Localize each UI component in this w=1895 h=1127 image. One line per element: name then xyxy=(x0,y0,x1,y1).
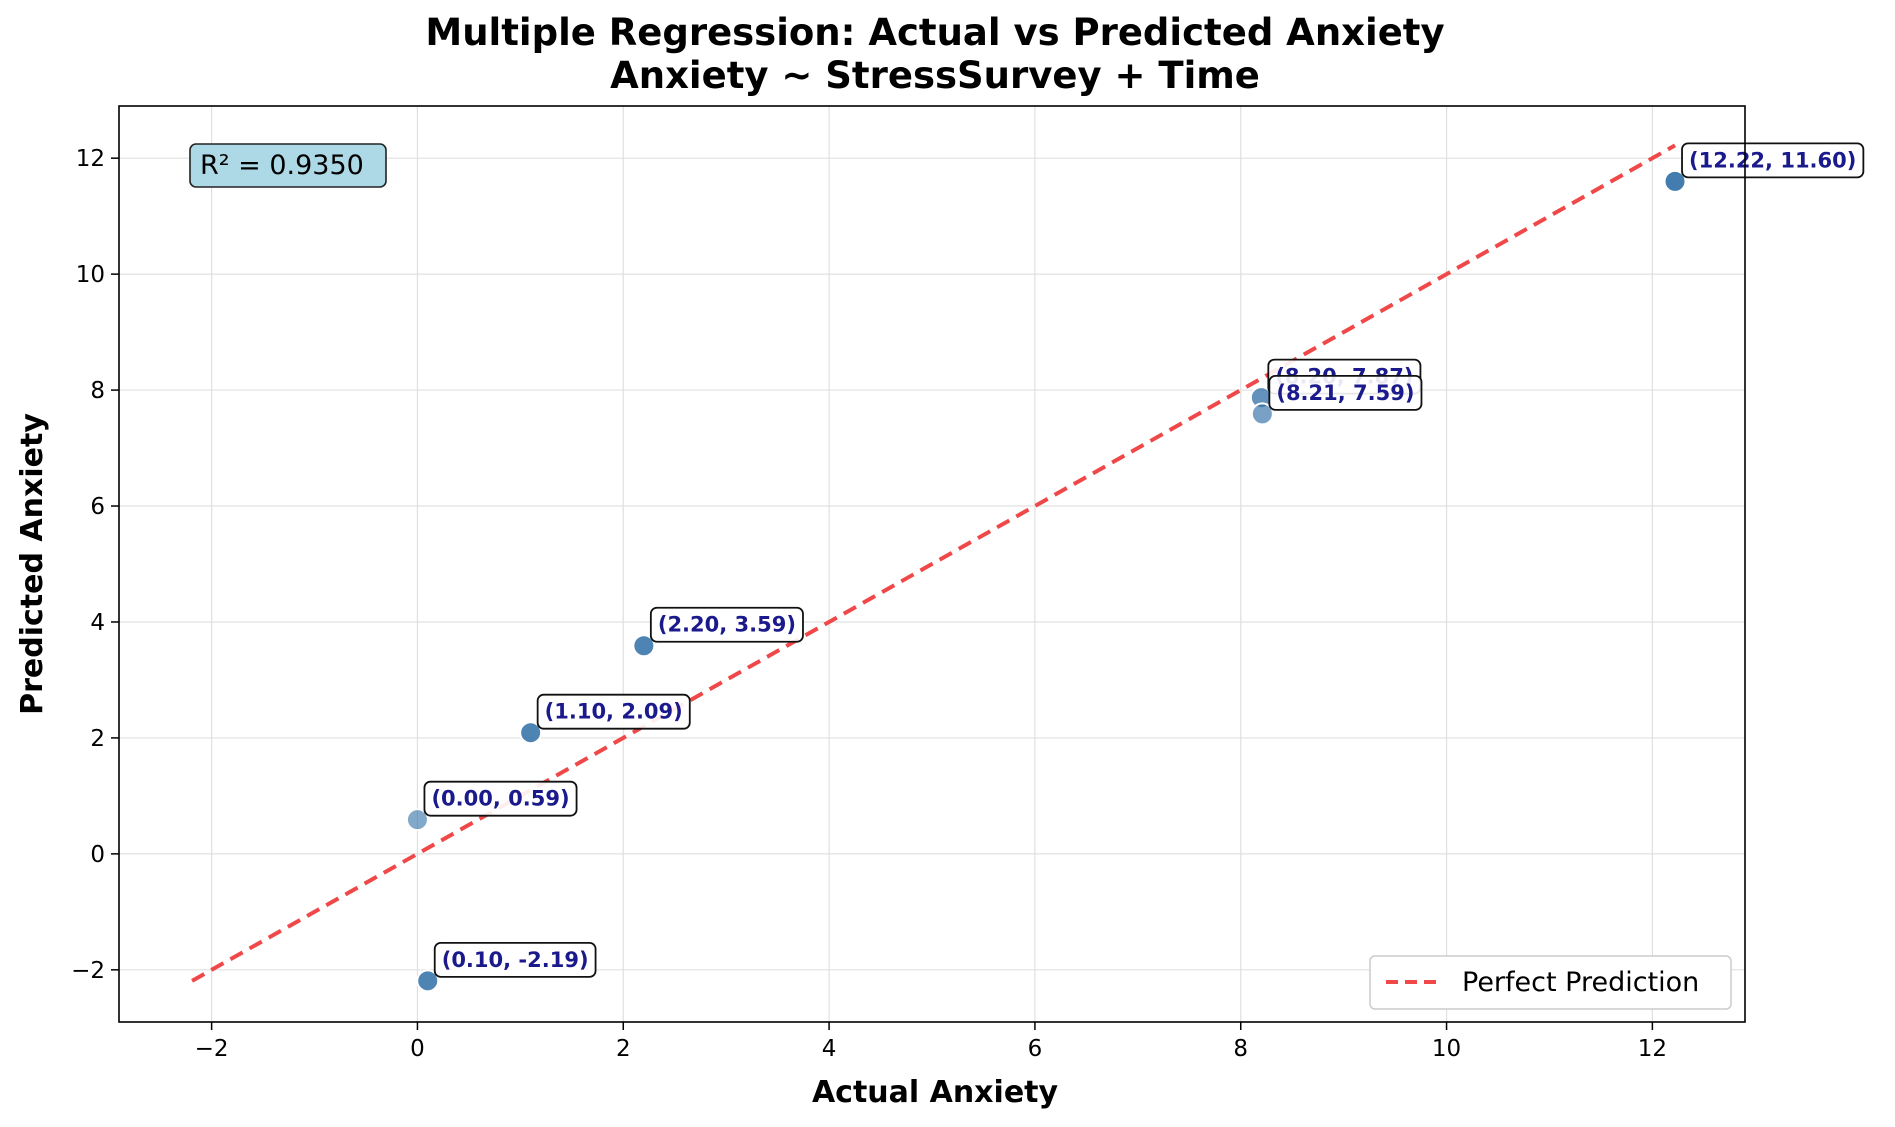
point-label-box xyxy=(649,606,804,643)
point-label-box xyxy=(423,780,578,817)
legend-label-perfect-prediction: Perfect Prediction xyxy=(1462,967,1699,998)
scatter-point xyxy=(405,808,429,832)
scatter-point xyxy=(632,634,656,658)
x-tick-label: 12 xyxy=(1638,1036,1667,1062)
y-axis-ticks: −2 0 2 4 6 8 10 12 xyxy=(71,146,119,984)
x-axis-label: Actual Anxiety xyxy=(812,1075,1059,1110)
y-axis-label: Predicted Anxiety xyxy=(15,413,50,715)
scatter-point xyxy=(1663,169,1687,193)
point-annotation: (0.00, 0.59) xyxy=(423,780,578,817)
point-label-box xyxy=(1268,374,1423,411)
r-squared-box: R² = 0.9350 xyxy=(189,143,387,188)
reference-line-group xyxy=(191,143,1677,983)
y-tick-label: 8 xyxy=(90,378,105,404)
point-annotation: (8.21, 7.59) xyxy=(1268,374,1423,411)
r-squared-text: R² = 0.9350 xyxy=(200,150,364,181)
point-annotation: (1.10, 2.09) xyxy=(536,693,691,730)
y-tick-label: 2 xyxy=(90,726,105,752)
r-squared-box-background xyxy=(189,143,387,188)
scatter-point xyxy=(416,969,440,993)
x-tick-label: 6 xyxy=(1028,1036,1043,1062)
legend[interactable]: Perfect Prediction xyxy=(1369,955,1732,1010)
x-axis-ticks: −2 0 2 4 6 8 10 12 xyxy=(195,1022,1667,1062)
point-labels: (0.00, 0.59) (0.10, -2.19) (1.10, 2.09) (2.… xyxy=(423,142,1865,978)
point-label: (2.20, 3.59) xyxy=(658,613,796,637)
plot-frame xyxy=(118,105,1746,1023)
point-label: (12.22, 11.60) xyxy=(1689,148,1856,172)
y-tick-label: 10 xyxy=(76,262,105,288)
point-label: (0.10, -2.19) xyxy=(442,948,589,972)
data-points xyxy=(405,169,1687,993)
scatter-point xyxy=(1250,402,1274,426)
point-label: (0.00, 0.59) xyxy=(431,787,569,811)
x-tick-label: 8 xyxy=(1233,1036,1248,1062)
x-tick-label: 2 xyxy=(616,1036,631,1062)
point-annotation: (12.22, 11.60) xyxy=(1681,142,1865,179)
grid-lines xyxy=(119,106,1745,1022)
point-label-box xyxy=(433,941,597,978)
scatter-point xyxy=(519,721,543,745)
point-label-box xyxy=(536,693,691,730)
y-tick-label: 4 xyxy=(90,610,105,636)
point-annotation: (2.20, 3.59) xyxy=(649,606,804,643)
perfect-prediction-line xyxy=(191,143,1677,983)
x-tick-label: 4 xyxy=(822,1036,837,1062)
legend-box xyxy=(1369,955,1732,1010)
point-label-box xyxy=(1681,142,1865,179)
chart-title-line2: Anxiety ~ StressSurvey + Time xyxy=(610,54,1260,97)
y-tick-label: 12 xyxy=(76,146,105,172)
y-tick-label: 6 xyxy=(90,494,105,520)
point-label: (8.21, 7.59) xyxy=(1276,381,1414,405)
chart-title-line1: Multiple Regression: Actual vs Predicted… xyxy=(425,11,1444,54)
x-tick-label: −2 xyxy=(195,1036,229,1062)
point-annotation: (0.10, -2.19) xyxy=(433,941,597,978)
y-tick-label: 0 xyxy=(90,842,105,868)
x-tick-label: 10 xyxy=(1432,1036,1461,1062)
point-label: (1.10, 2.09) xyxy=(545,700,683,724)
x-tick-label: 0 xyxy=(410,1036,425,1062)
y-tick-label: −2 xyxy=(71,958,105,984)
